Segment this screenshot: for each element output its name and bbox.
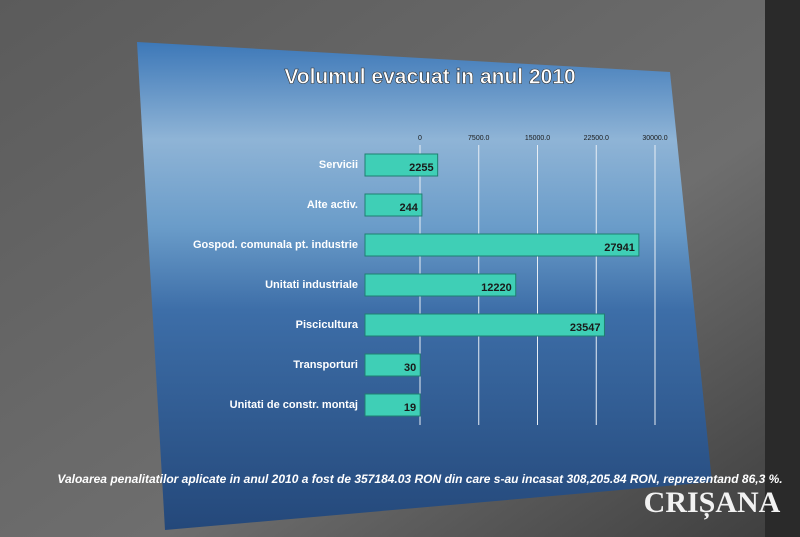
x-tick-label: 7500.0 xyxy=(468,135,490,142)
y-tick-label: Gospod. comunala pt. industrie xyxy=(193,239,358,251)
bar xyxy=(364,153,439,177)
x-tick-label: 15000.0 xyxy=(525,135,550,142)
x-tick-label: 0 xyxy=(418,135,422,142)
value-label: 19 xyxy=(404,402,416,414)
y-tick-label: Alte activ. xyxy=(307,199,358,211)
x-tick-label: 30000.0 xyxy=(642,135,667,142)
bar xyxy=(364,313,605,337)
note: Valoarea penalitatilor aplicate in anul … xyxy=(57,472,782,486)
value-label: 30 xyxy=(404,362,416,374)
room-edge xyxy=(765,0,800,537)
bar xyxy=(364,193,423,217)
value-label: 12220 xyxy=(481,282,512,294)
y-tick-label: Servicii xyxy=(319,159,358,171)
y-tick-label: Piscicultura xyxy=(296,319,359,331)
y-tick-label: Unitati de constr. montaj xyxy=(230,399,358,411)
chart-title: Volumul evacuat in anul 2010 xyxy=(284,66,575,89)
bar xyxy=(364,273,517,297)
y-tick-label: Transporturi xyxy=(293,359,358,371)
bar xyxy=(364,233,640,257)
value-label: 244 xyxy=(400,202,419,214)
bar xyxy=(364,353,421,377)
bar xyxy=(364,393,421,417)
x-tick-label: 22500.0 xyxy=(584,135,609,142)
value-label: 27941 xyxy=(604,242,635,254)
y-tick-label: Unitati industriale xyxy=(265,279,358,291)
value-label: 2255 xyxy=(409,162,433,174)
watermark: CRIȘANA xyxy=(644,486,781,520)
value-label: 23547 xyxy=(570,322,601,334)
